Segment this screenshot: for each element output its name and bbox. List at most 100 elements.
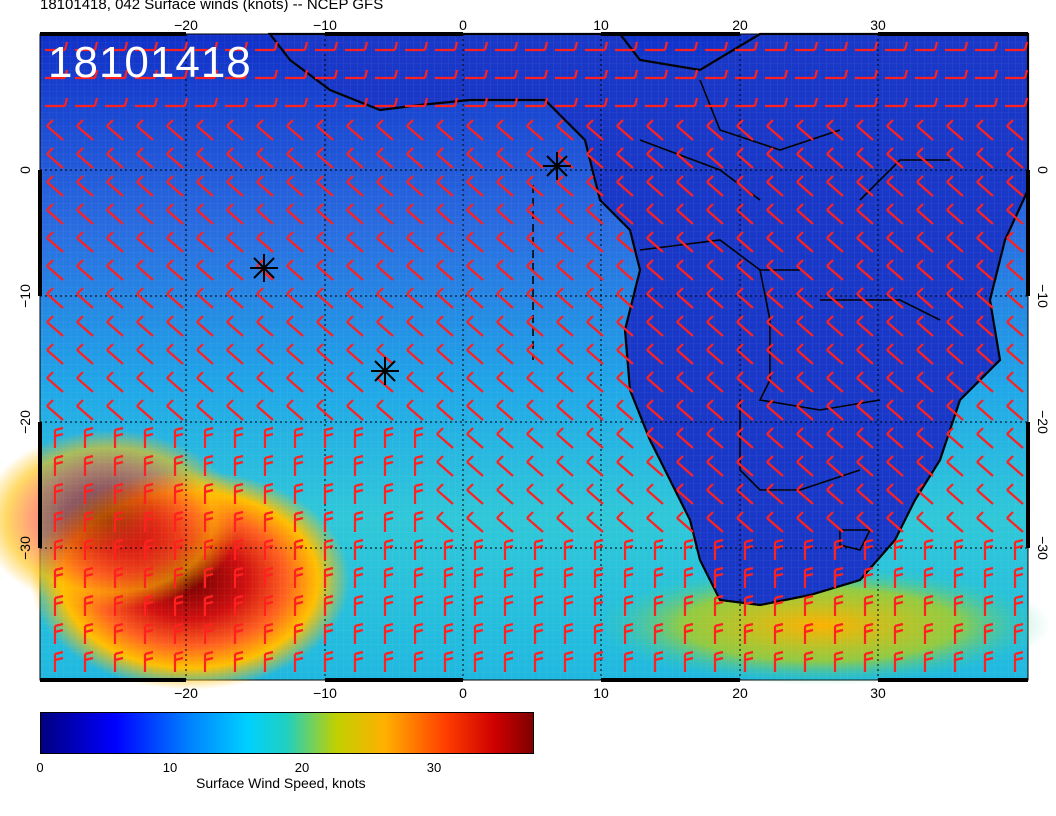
wind-barbs [45, 41, 1029, 672]
wind-barb [196, 287, 214, 309]
wind-barb [863, 538, 874, 560]
wind-barb [1006, 259, 1024, 281]
wind-barb [1013, 594, 1024, 616]
wind-barb [856, 427, 874, 449]
lon-tick-bottom: 0 [459, 685, 467, 700]
wind-barb [976, 147, 994, 169]
wind-barb [556, 343, 574, 365]
wind-barb [75, 69, 99, 80]
wind-barb [196, 119, 214, 141]
wind-barb [233, 454, 244, 476]
wind-barb [796, 483, 814, 505]
wind-barb [616, 399, 634, 421]
wind-barb [53, 538, 64, 560]
wind-barb [796, 427, 814, 449]
wind-barb [706, 231, 724, 253]
wind-barb [826, 287, 844, 309]
wind-barb [226, 203, 244, 225]
wind-barb [533, 650, 544, 672]
wind-barb [683, 622, 694, 644]
wind-barb [945, 41, 969, 52]
wind-barb [653, 650, 664, 672]
wind-barb [196, 203, 214, 225]
wind-barb [135, 97, 159, 108]
wind-barb [825, 97, 849, 108]
wind-barb [436, 231, 454, 253]
wind-barb [766, 119, 784, 141]
wind-barb [856, 343, 874, 365]
wind-barb [466, 119, 484, 141]
wind-barb [736, 203, 754, 225]
wind-barb [76, 175, 94, 197]
wind-barb [136, 287, 154, 309]
wind-barb [323, 454, 334, 476]
wind-barb [196, 231, 214, 253]
wind-barb [533, 538, 544, 560]
wind-barb [466, 147, 484, 169]
wind-barb [293, 622, 304, 644]
wind-barb [946, 315, 964, 337]
wind-barb [796, 287, 814, 309]
wind-barb [345, 97, 369, 108]
wind-barb [233, 594, 244, 616]
wind-barb [203, 594, 214, 616]
wind-barb [735, 69, 759, 80]
wind-barb [113, 622, 124, 644]
wind-barb [735, 97, 759, 108]
wind-barb [413, 482, 424, 504]
wind-barb [173, 482, 184, 504]
wind-barb [796, 315, 814, 337]
wind-barb [316, 399, 334, 421]
wind-barb [383, 566, 394, 588]
wind-barb [946, 511, 964, 533]
wind-barb [376, 399, 394, 421]
wind-barb [316, 203, 334, 225]
wind-barb [526, 371, 544, 393]
wind-barb [705, 69, 729, 80]
wind-barb [263, 482, 274, 504]
wind-barb [106, 231, 124, 253]
wind-barb [975, 69, 999, 80]
wind-barb [676, 511, 694, 533]
wind-barb [825, 41, 849, 52]
wind-barb [736, 371, 754, 393]
wind-barb [713, 566, 724, 588]
wind-barb [563, 594, 574, 616]
wind-barb [893, 594, 904, 616]
wind-barb [615, 41, 639, 52]
wind-barb [1006, 231, 1024, 253]
wind-barb [233, 426, 244, 448]
wind-barb [406, 343, 424, 365]
wind-barb [406, 203, 424, 225]
wind-barb [53, 650, 64, 672]
wind-barb [466, 203, 484, 225]
wind-barb [46, 259, 64, 281]
wind-barb [1006, 371, 1024, 393]
wind-barb [1006, 427, 1024, 449]
wind-barb [105, 97, 129, 108]
wind-barb [166, 287, 184, 309]
station-marker [543, 152, 571, 180]
wind-barb [826, 259, 844, 281]
wind-barb [435, 69, 459, 80]
wind-barb [165, 41, 189, 52]
wind-barb [586, 371, 604, 393]
wind-barb [526, 175, 544, 197]
wind-barb [885, 41, 909, 52]
wind-barb [585, 69, 609, 80]
wind-barb [173, 650, 184, 672]
wind-barb [923, 594, 934, 616]
wind-barb [83, 566, 94, 588]
wind-barb [346, 175, 364, 197]
wind-barb [796, 231, 814, 253]
wind-barb [586, 427, 604, 449]
wind-barb [413, 454, 424, 476]
wind-barb [706, 427, 724, 449]
wind-barb [173, 566, 184, 588]
wind-barb [796, 119, 814, 141]
wind-barb [105, 69, 129, 80]
station-marker [250, 254, 278, 282]
wind-barb [946, 259, 964, 281]
wind-barb [166, 343, 184, 365]
wind-barb [676, 371, 694, 393]
